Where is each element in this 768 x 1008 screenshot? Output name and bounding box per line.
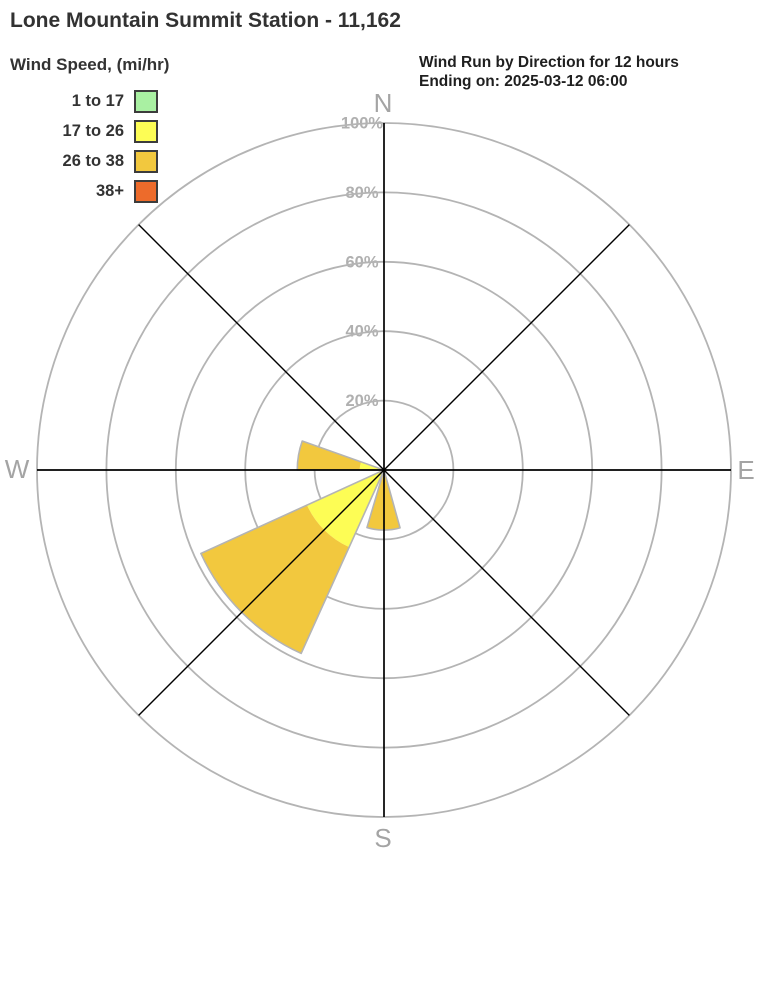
legend-item-label: 38+ [96, 181, 124, 200]
legend-swatch-17-to-26 [134, 119, 158, 143]
chart-subtitle: Wind Run by Direction for 12 hours Endin… [419, 53, 679, 91]
compass-label-e: E [737, 455, 754, 485]
legend-item-label: 1 to 17 [71, 91, 124, 110]
ring-label-40: 40% [345, 323, 378, 341]
ring-label-20: 20% [345, 392, 378, 410]
legend-swatch-1-to-17 [134, 89, 158, 113]
legend-item-label: 26 to 38 [62, 151, 124, 170]
legend-swatch-38-plus [134, 179, 158, 203]
axis-ne-sw [138, 224, 630, 716]
subtitle-line-2: Ending on: 2025-03-12 06:00 [419, 73, 628, 90]
page-title: Lone Mountain Summit Station - 11,162 [10, 9, 401, 32]
subtitle-line-1: Wind Run by Direction for 12 hours [419, 54, 679, 71]
legend-title: Wind Speed, (mi/hr) [10, 55, 170, 74]
legend-item-label: 17 to 26 [62, 121, 124, 140]
compass-label-s: S [374, 823, 391, 853]
petal-W-WNW-segment [297, 441, 362, 470]
compass-label-n: N [374, 88, 393, 118]
compass-label-w: W [5, 454, 30, 484]
legend-swatch-26-to-38 [134, 149, 158, 173]
